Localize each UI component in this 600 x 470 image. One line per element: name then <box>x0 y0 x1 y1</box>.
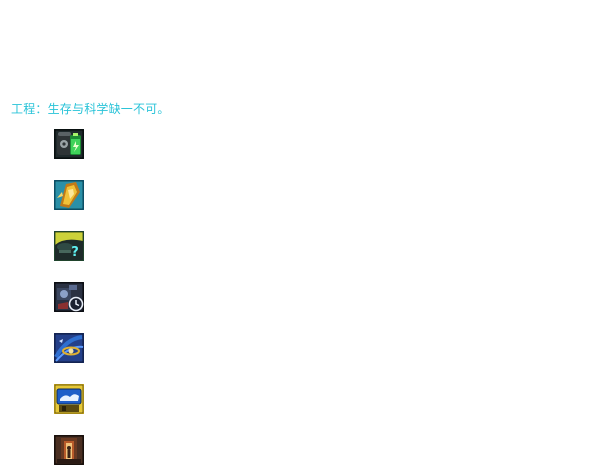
golden-shield-blade-icon[interactable] <box>54 180 84 210</box>
mystery-device-question-icon[interactable]: ? <box>54 231 84 261</box>
svg-text:?: ? <box>71 245 79 260</box>
doorway-figure-icon[interactable] <box>54 435 84 465</box>
battery-canister-icon[interactable] <box>54 129 84 159</box>
swirl-orbit-icon[interactable] <box>54 333 84 363</box>
talent-description: 工程：生存与科学缺一不可。 <box>11 102 170 116</box>
talent-icon-list: ? <box>54 129 84 465</box>
machine-timer-clock-icon[interactable] <box>54 282 84 312</box>
monitor-display-icon[interactable] <box>54 384 84 414</box>
